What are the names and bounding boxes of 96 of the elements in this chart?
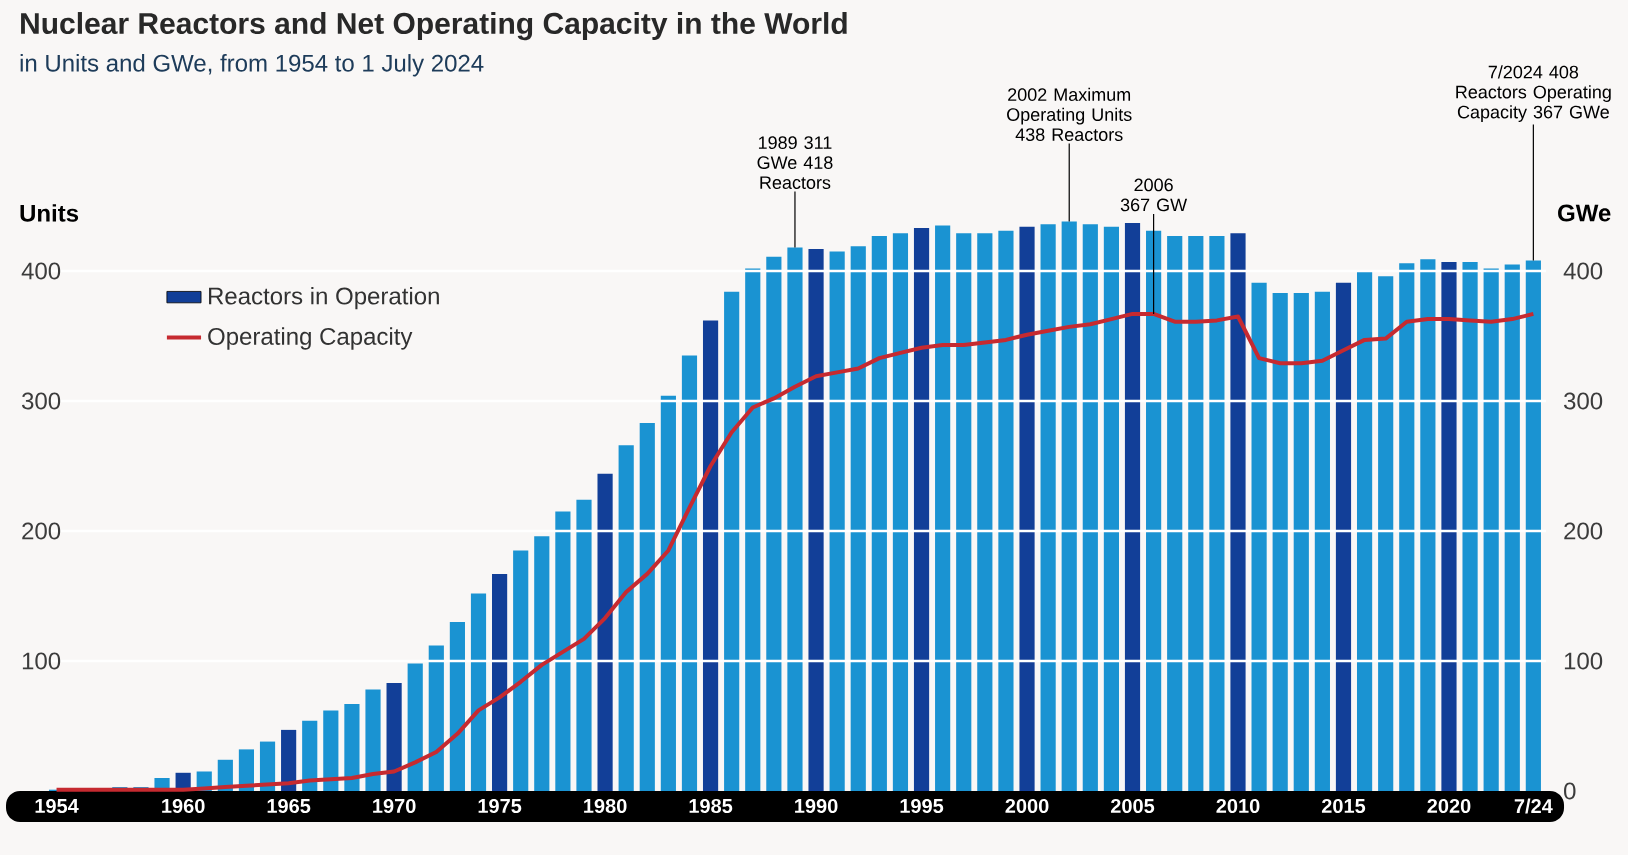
- bar: [913, 228, 930, 791]
- bar: [281, 729, 297, 791]
- bar: [1230, 233, 1246, 791]
- bar: [1188, 235, 1204, 791]
- x-tick-label: 1980: [584, 798, 627, 814]
- annotation: 2002 Maximum Operating Units 438 Reactors: [1007, 87, 1132, 141]
- x-tick-label: 1970: [373, 798, 416, 814]
- bar: [238, 749, 255, 791]
- y2-tick-label: 300: [1564, 392, 1603, 410]
- bar: [935, 225, 951, 791]
- bar: [386, 683, 402, 791]
- bar: [1293, 293, 1309, 791]
- bar: [660, 395, 676, 791]
- y2-tick-label: 400: [1563, 262, 1603, 280]
- bar: [576, 499, 592, 791]
- y2-axis-title: GWe: [1558, 204, 1611, 222]
- bar: [1019, 226, 1035, 791]
- y2-tick-label: 200: [1564, 522, 1603, 540]
- bar: [1441, 261, 1457, 791]
- annotation: 2006 367 GW: [1120, 178, 1188, 212]
- bar: [449, 621, 465, 791]
- bar: [998, 230, 1014, 791]
- bar: [513, 550, 529, 791]
- bar: [1167, 235, 1183, 791]
- x-tick-label: 1954: [35, 798, 79, 814]
- bar: [639, 423, 655, 791]
- bar: [1335, 282, 1352, 791]
- bar: [850, 246, 866, 791]
- bar: [977, 233, 993, 791]
- y-axis-title: Units: [20, 204, 79, 222]
- bar: [407, 663, 423, 791]
- bar: [681, 355, 698, 791]
- bar: [787, 247, 803, 791]
- x-tick-label: 1985: [689, 798, 733, 814]
- bar: [365, 689, 381, 791]
- bar: [555, 511, 571, 791]
- bar: [259, 741, 276, 791]
- legend-label: Reactors in Operation: [209, 286, 439, 310]
- bar: [1124, 222, 1141, 791]
- x-tick-label: 7/24: [1514, 798, 1553, 814]
- bar: [492, 573, 508, 791]
- bar: [302, 720, 318, 791]
- y2-tick-label: 0: [1564, 782, 1576, 800]
- bar: [1356, 270, 1373, 791]
- bar: [323, 710, 339, 791]
- bar: [766, 256, 782, 791]
- bar: [1420, 259, 1436, 791]
- x-tick-label: 2015: [1321, 798, 1366, 814]
- bar: [1061, 221, 1077, 791]
- x-tick-label: 2005: [1110, 798, 1155, 814]
- y2-tick-label: 100: [1564, 652, 1603, 670]
- bar: [1462, 261, 1478, 791]
- bar: [1272, 293, 1288, 791]
- bar: [1483, 268, 1499, 791]
- bar: [1504, 264, 1520, 791]
- x-tick-label: 2020: [1427, 798, 1471, 814]
- bar: [1251, 282, 1267, 791]
- y-tick-label: 100: [22, 652, 61, 670]
- bar: [745, 268, 761, 791]
- bar: [1082, 224, 1098, 791]
- x-tick-label: 2000: [1005, 798, 1049, 814]
- bar: [428, 645, 444, 791]
- bar: [1314, 291, 1330, 791]
- bar: [956, 233, 972, 791]
- y-tick-label: 200: [22, 522, 61, 540]
- bar: [829, 251, 845, 791]
- bar: [871, 235, 887, 791]
- x-tick-label: 2010: [1216, 798, 1260, 814]
- bar: [1399, 263, 1415, 791]
- chart-subtitle: in Units and GWe, from 1954 to 1 July 2024: [20, 54, 484, 77]
- y-tick-label: 400: [21, 262, 61, 280]
- bar: [597, 473, 613, 791]
- x-tick-label: 1990: [795, 798, 838, 814]
- legend-label: Operating Capacity: [208, 327, 413, 350]
- bar: [1103, 226, 1119, 791]
- bar: [702, 320, 719, 791]
- bar: [1146, 230, 1162, 791]
- x-tick-label: 1975: [478, 798, 522, 814]
- bar: [724, 291, 740, 791]
- bar: [618, 445, 634, 791]
- bar: [892, 233, 909, 791]
- y-tick-label: 300: [21, 392, 61, 410]
- bar: [344, 703, 360, 791]
- x-tick-label: 1960: [162, 798, 205, 814]
- x-tick-label: 1965: [267, 798, 311, 814]
- bar: [1525, 260, 1541, 791]
- bar: [1040, 224, 1056, 791]
- bar: [1378, 276, 1394, 791]
- bar: [808, 248, 824, 791]
- bar: [534, 536, 550, 791]
- annotation: 1989 311 GWe 418 Reactors: [757, 136, 833, 189]
- bar: [1209, 235, 1225, 791]
- chart-title: Nuclear Reactors and Net Operating Capacity in the World: [21, 12, 847, 41]
- annotation: 7/2024 408 Reactors Operating Capacity 367 GWe: [1456, 65, 1611, 122]
- bar: [470, 593, 487, 791]
- x-tick-label: 1995: [900, 798, 944, 814]
